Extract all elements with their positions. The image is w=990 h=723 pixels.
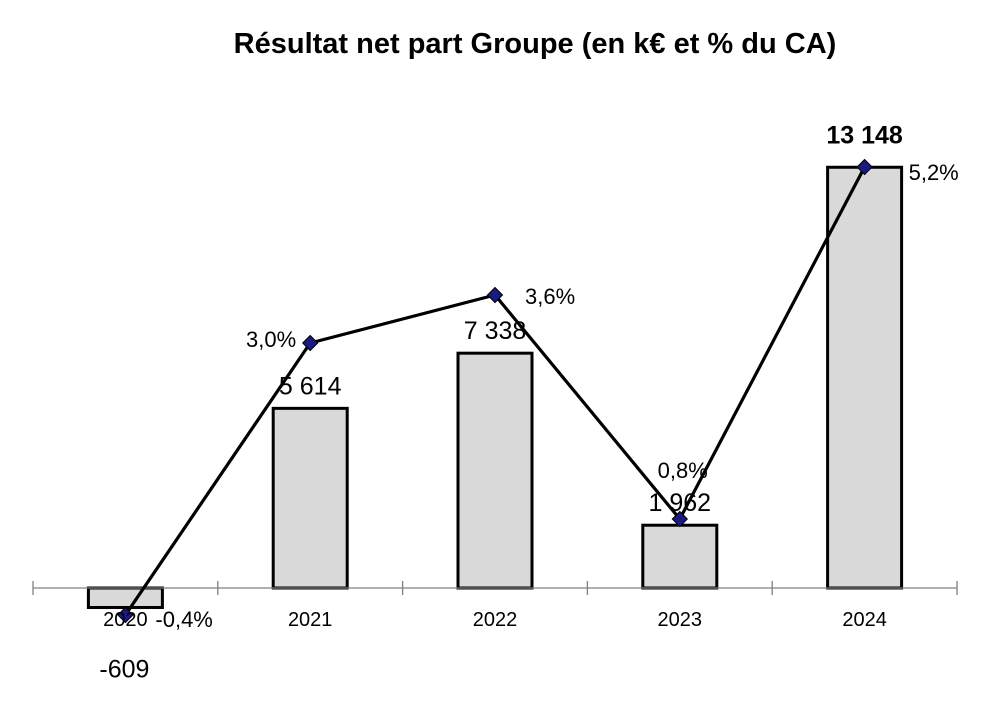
x-tick-label-2021: 2021 <box>288 609 333 631</box>
percent-label-2022: 3,6% <box>525 284 575 309</box>
x-tick-label-2023: 2023 <box>658 609 703 631</box>
percent-point-2024 <box>856 158 873 176</box>
percent-label-2020: -0,4% <box>155 607 212 632</box>
value-label-2021: 5 614 <box>279 372 342 400</box>
x-tick-label-2020: 2020 <box>103 609 148 631</box>
percent-label-2021: 3,0% <box>246 327 296 352</box>
bar-2020 <box>86 586 164 609</box>
bar-2023 <box>641 523 719 590</box>
percent-line-layer <box>117 158 873 624</box>
percent-point-2021 <box>301 334 319 352</box>
bars-layer <box>86 165 904 609</box>
value-label-2020: -609 <box>99 655 149 683</box>
x-tick-label-2022: 2022 <box>473 609 518 631</box>
x-tick-label-2024: 2024 <box>842 609 887 631</box>
percent-label-2024: 5,2% <box>909 160 959 185</box>
bar-2022 <box>456 351 534 590</box>
bar-2021 <box>271 406 349 590</box>
bar-2024 <box>826 165 904 590</box>
value-label-2022: 7 338 <box>464 317 527 345</box>
value-label-2023: 1 962 <box>649 489 712 517</box>
percent-point-2022 <box>486 286 504 304</box>
percent-point-2020 <box>117 606 134 624</box>
value-label-2024: 13 148 <box>826 121 903 149</box>
labels-layer: 2020 2021 2022 2023 2024 -0,4% 3,0% 3,6% 0,8% 5,2… <box>99 121 958 683</box>
percent-point-2023 <box>671 510 689 528</box>
percent-label-2023: 0,8% <box>658 458 708 483</box>
chart-title: Résultat net part Groupe (en k€ et % du … <box>233 28 837 60</box>
x-axis <box>32 581 958 595</box>
